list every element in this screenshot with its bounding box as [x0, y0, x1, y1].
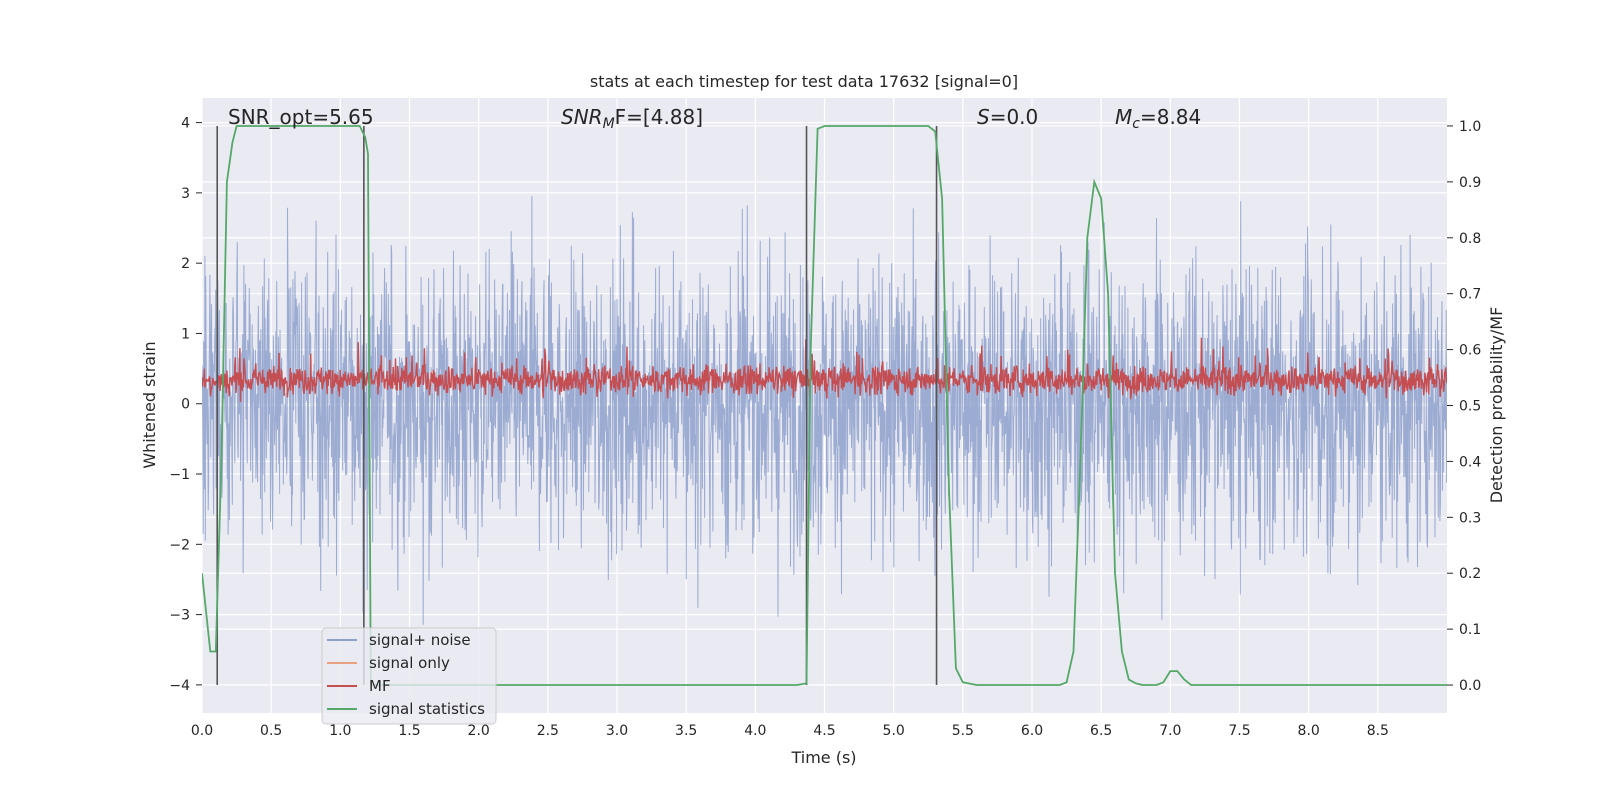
x-tick-label: 0.0 [191, 723, 213, 739]
x-tick-label: 1.0 [329, 723, 351, 739]
y-right-tick-label: 0.2 [1459, 566, 1481, 582]
x-tick-label: 6.5 [1090, 723, 1112, 739]
annotation-s-symbol: S [977, 105, 990, 129]
chart-title: stats at each timestep for test data 176… [590, 72, 1018, 91]
x-axis-ticks: 0.0 0.5 1.0 1.5 2.0 2.5 3.0 3.5 4.0 4.5 5.0 5.5 6.0 6… [191, 723, 1389, 739]
x-tick-label: 3.0 [606, 723, 628, 739]
y-left-axis-ticks: 4 3 2 1 0 −1 −2 −3 −4 [169, 116, 202, 694]
y-left-tick-label: 4 [181, 116, 190, 132]
annotation-snr-mf: SNRMF=[4.88] [561, 105, 703, 132]
legend-label-mf: MF [369, 677, 391, 695]
x-tick-label: 1.5 [398, 723, 420, 739]
x-tick-label: 0.5 [260, 723, 282, 739]
legend-label-signal-statistics: signal statistics [369, 700, 485, 718]
annotation-mc: Mc=8.84 [1115, 105, 1201, 132]
x-tick-label: 4.5 [813, 723, 835, 739]
y-right-tick-label: 0.6 [1459, 343, 1481, 359]
y-right-axis-label: Detection probability/MF [1487, 307, 1506, 504]
x-tick-label: 4.0 [744, 723, 766, 739]
annotation-snr-mf-symbol: SNR [561, 105, 603, 129]
x-tick-label: 2.0 [468, 723, 490, 739]
x-tick-label: 8.5 [1367, 723, 1389, 739]
y-right-tick-label: 0.7 [1459, 287, 1481, 303]
legend-box [321, 627, 497, 725]
annotation-snr-opt: SNR_opt=5.65 [228, 105, 374, 129]
x-tick-label: 6.0 [1021, 723, 1043, 739]
x-axis-label: Time (s) [790, 748, 856, 767]
y-right-axis-ticks: 1.0 0.9 0.8 0.7 0.6 0.5 0.4 0.3 0.2 0.1 0.0 [1447, 119, 1481, 694]
y-right-tick-label: 0.9 [1459, 175, 1481, 191]
signal-statistics-line [202, 125, 1447, 686]
annotation-mc-subscript: c [1132, 116, 1140, 132]
x-tick-label: 8.0 [1298, 723, 1320, 739]
y-left-axis-label: Whitened strain [140, 341, 159, 468]
y-left-tick-label: 0 [181, 397, 190, 413]
mf-line [202, 337, 1447, 403]
annotation-snr-mf-value: F=[4.88] [615, 105, 703, 129]
annotation-snr-mf-subscript: M [603, 116, 615, 132]
y-right-tick-label: 1.0 [1459, 119, 1481, 135]
y-left-tick-label: −4 [169, 678, 190, 694]
x-tick-label: 5.5 [952, 723, 974, 739]
y-right-tick-label: 0.5 [1459, 399, 1481, 415]
annotation-s-value: =0.0 [990, 105, 1039, 129]
x-tick-label: 2.5 [537, 723, 559, 739]
y-left-tick-label: 2 [181, 256, 190, 272]
y-left-tick-label: −1 [169, 467, 190, 483]
annotation-s: S=0.0 [977, 105, 1038, 129]
x-tick-label: 7.0 [1159, 723, 1181, 739]
y-right-tick-label: 0.3 [1459, 510, 1481, 526]
y-left-tick-label: 1 [181, 326, 190, 342]
legend-label-signal-only: signal only [369, 654, 450, 672]
y-right-tick-label: 0.8 [1459, 231, 1481, 247]
y-right-tick-label: 0.0 [1459, 678, 1481, 694]
annotation-mc-value: =8.84 [1140, 105, 1201, 129]
x-tick-label: 5.0 [883, 723, 905, 739]
signal-noise-line [202, 195, 1447, 625]
y-right-tick-label: 0.4 [1459, 454, 1481, 470]
legend-label-signal-noise: signal+ noise [369, 631, 471, 649]
x-tick-label: 3.5 [675, 723, 697, 739]
y-left-tick-label: −3 [169, 608, 190, 624]
y-right-tick-label: 0.1 [1459, 622, 1481, 638]
y-left-tick-label: −2 [169, 537, 190, 553]
x-tick-label: 7.5 [1228, 723, 1250, 739]
legend: signal+ noise signal only MF signal stat… [321, 627, 497, 725]
annotation-mc-symbol: M [1115, 105, 1132, 129]
y-left-tick-label: 3 [181, 186, 190, 202]
